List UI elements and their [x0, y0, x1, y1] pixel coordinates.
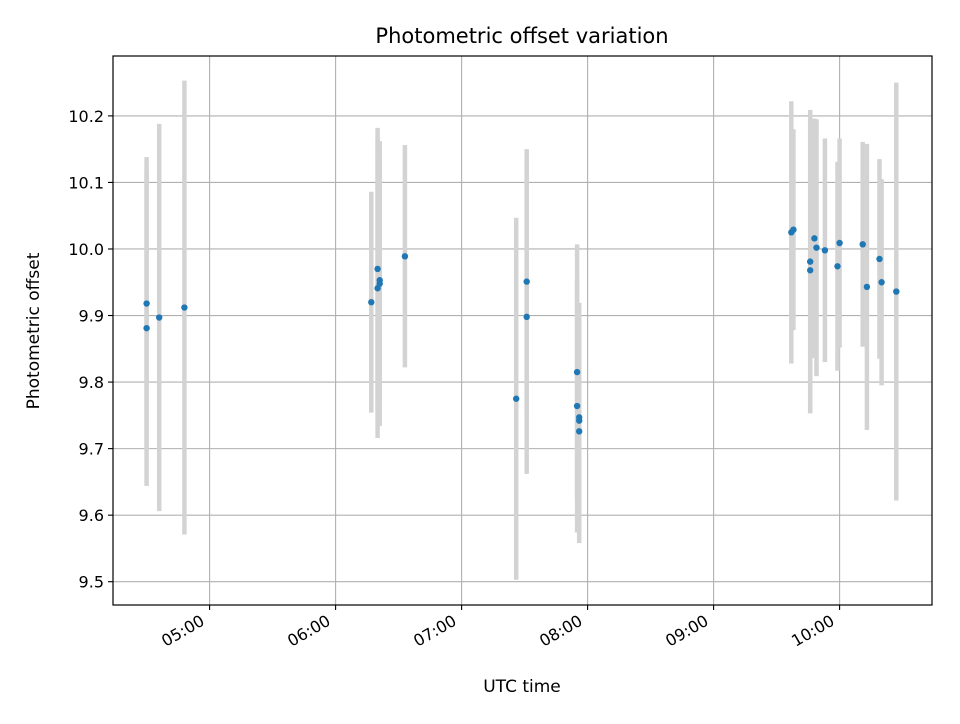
x-axis-label: UTC time — [483, 677, 561, 697]
plot-frame — [112, 55, 933, 606]
data-point — [368, 299, 375, 306]
data-point — [143, 324, 150, 332]
data-points — [143, 226, 900, 435]
data-point — [807, 267, 814, 274]
y-tick-label: 10.1 — [68, 173, 104, 192]
data-point — [576, 428, 583, 435]
data-point — [790, 226, 797, 233]
data-point — [821, 247, 829, 254]
y-axis-label: Photometric offset — [24, 252, 44, 409]
data-point — [834, 263, 841, 270]
data-point — [156, 314, 163, 321]
data-point — [813, 244, 820, 251]
y-tick-label: 9.7 — [79, 440, 104, 459]
data-point — [878, 279, 885, 286]
chart-title: Photometric offset variation — [375, 24, 668, 48]
data-point — [513, 395, 520, 402]
y-tick-label: 10.2 — [68, 107, 104, 126]
data-point — [893, 288, 900, 295]
data-point — [836, 239, 843, 247]
data-point — [876, 255, 883, 263]
y-axis-ticks: 9.5 9.6 9.7 9.8 9.9 10.0 10.1 10.2 — [68, 107, 113, 592]
y-tick-label: 9.6 — [79, 506, 104, 525]
data-point — [576, 417, 583, 424]
data-point — [376, 280, 383, 287]
data-point — [523, 313, 530, 321]
y-tick-label: 10.0 — [68, 240, 104, 259]
y-tick-label: 9.8 — [79, 373, 104, 392]
data-point — [401, 253, 409, 260]
data-point — [143, 300, 150, 307]
data-point — [573, 402, 581, 410]
data-point — [811, 235, 818, 242]
data-point — [181, 304, 188, 311]
y-tick-label: 9.9 — [79, 307, 104, 326]
data-point — [863, 283, 871, 291]
data-point — [523, 278, 530, 285]
data-point — [807, 258, 814, 265]
y-tick-label: 9.5 — [79, 573, 104, 592]
data-point — [859, 241, 866, 248]
data-point — [573, 368, 581, 376]
data-point — [374, 265, 381, 273]
